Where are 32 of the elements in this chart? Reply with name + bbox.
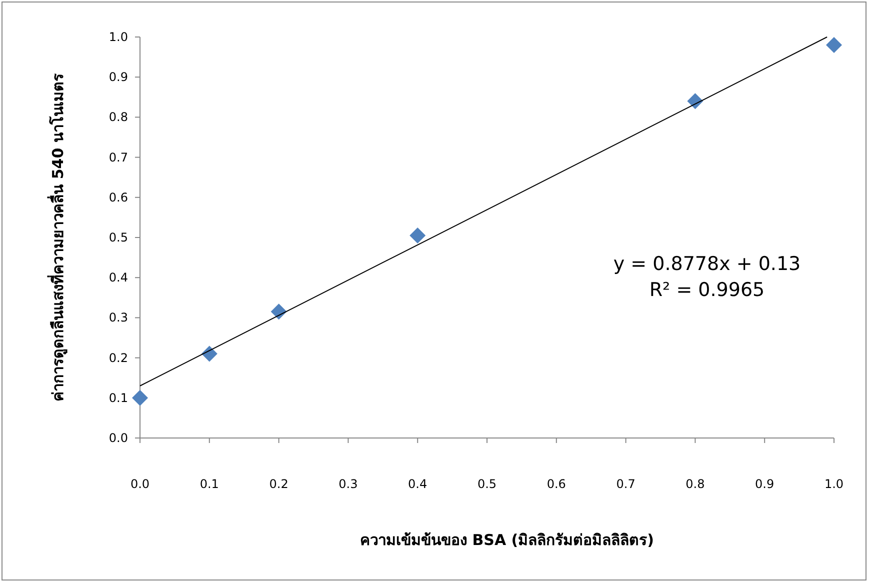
y-tick-label: 0.9 xyxy=(108,70,128,84)
x-tick-label: 0.0 xyxy=(130,477,150,491)
y-tick-label: 0.1 xyxy=(108,390,128,405)
x-tick-label: 0.7 xyxy=(616,477,636,491)
x-tick-label: 0.9 xyxy=(755,477,774,491)
point xyxy=(687,93,704,110)
annotation: y = 0.8778x + 0.13 xyxy=(613,253,801,275)
y-tick-label: 0.3 xyxy=(108,310,128,325)
y-tick-label: 0.2 xyxy=(108,350,128,365)
y-tick-label: 0.0 xyxy=(108,431,128,445)
x-tick-label: 1.0 xyxy=(824,477,844,491)
point xyxy=(270,304,287,320)
annotation: R² = 0.9965 xyxy=(649,279,765,301)
y-tick-label: 0.6 xyxy=(108,190,128,204)
x-tick-label: 0.2 xyxy=(269,477,288,491)
y-tick-label: 1.0 xyxy=(108,30,128,44)
x-tick-label: 0.8 xyxy=(686,477,705,491)
point xyxy=(826,37,842,54)
point xyxy=(132,390,148,406)
x-tick-label: 0.4 xyxy=(408,477,428,491)
x-axis-title: ความเข้มข้นของ BSA (มิลลิกรัมต่อมิลลิลิตร) xyxy=(360,531,654,549)
y-axis-title: ค่าการดูดกลืนแสงที่ความยาวคลื่น 540 นาโนเมตร xyxy=(47,72,68,402)
x-tick-label: 0.3 xyxy=(338,477,358,491)
x-tick-label: 0.5 xyxy=(477,477,497,491)
point xyxy=(201,346,218,362)
x-tick-label: 0.6 xyxy=(546,477,566,491)
y-tick-label: 0.8 xyxy=(108,110,128,124)
y-tick-label: 0.7 xyxy=(108,150,128,164)
x-tick-label: 0.1 xyxy=(200,477,219,491)
point xyxy=(410,227,426,244)
y-tick-label: 0.5 xyxy=(108,230,128,244)
y-tick-label: 0.4 xyxy=(108,270,128,285)
